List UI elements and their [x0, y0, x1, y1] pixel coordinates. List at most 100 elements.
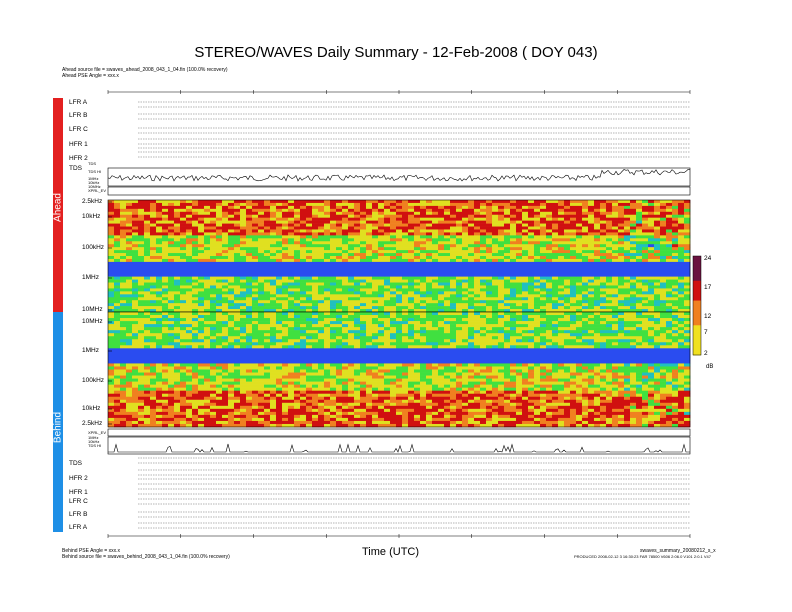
ahead-spectrogram-cell — [258, 267, 265, 272]
ahead-spectrogram-cell — [570, 229, 577, 233]
ahead-spectrogram-cell — [576, 214, 583, 218]
ahead-spectrogram-cell — [462, 264, 469, 269]
behind-spectrogram-cell — [174, 372, 181, 376]
ahead-spectrogram-cell — [486, 208, 493, 213]
ahead-spectrogram-cell — [264, 244, 271, 248]
ahead-spectrogram-cell — [114, 282, 121, 286]
ahead-spectrogram-cell — [204, 297, 211, 301]
ahead-spectrogram-cell — [660, 279, 667, 283]
ahead-spectrogram-cell — [414, 232, 421, 236]
ahead-spectrogram-cell — [558, 247, 565, 251]
ahead-spectrogram-cell — [348, 297, 355, 301]
ahead-spectrogram-cell — [420, 235, 427, 239]
ahead-spectrogram-cell — [396, 235, 403, 239]
ahead-spectrogram-cell — [600, 279, 607, 283]
behind-spectrogram-cell — [294, 369, 301, 373]
ahead-spectrogram-cell — [132, 205, 139, 210]
ahead-spectrogram-cell — [594, 256, 601, 260]
ahead-spectrogram-cell — [306, 238, 313, 242]
behind-spectrogram-cell — [174, 384, 181, 388]
ahead-spectrogram-cell — [210, 202, 217, 207]
ahead-spectrogram-cell — [336, 223, 343, 227]
ahead-spectrogram-cell — [642, 270, 649, 274]
ahead-spectrogram-cell — [522, 217, 529, 221]
behind-spectrogram-cell — [168, 339, 175, 343]
ahead-spectrogram-cell — [252, 261, 259, 266]
ahead-spectrogram-cell — [282, 273, 289, 277]
ahead-spectrogram-cell — [684, 306, 691, 310]
behind-spectrogram-cell — [108, 384, 115, 388]
ahead-spectrogram-cell — [678, 250, 685, 254]
ahead-spectrogram-cell — [582, 211, 589, 216]
ahead-spectrogram-cell — [318, 294, 325, 298]
ahead-spectrogram-cell — [462, 270, 469, 274]
ahead-spectrogram-cell — [186, 205, 193, 210]
ahead-spectrogram-cell — [342, 200, 349, 204]
ahead-spectrogram-cell — [642, 200, 649, 204]
ahead-spectrogram-cell — [162, 261, 169, 266]
tds-ahead-label: TDS — [88, 161, 96, 166]
ahead-spectrogram-cell — [222, 226, 229, 230]
behind-spectrogram-cell — [192, 411, 199, 416]
ahead-spectrogram-cell — [624, 300, 631, 304]
ahead-spectrogram-cell — [408, 200, 415, 204]
behind-spectrogram-cell — [120, 354, 127, 358]
ahead-spectrogram-cell — [234, 200, 241, 204]
ahead-spectrogram-cell — [234, 267, 241, 272]
ahead-spectrogram-cell — [168, 220, 175, 224]
ahead-spectrogram-cell — [408, 232, 415, 236]
ahead-spectrogram-cell — [342, 276, 349, 280]
ahead-spectrogram-cell — [288, 297, 295, 301]
ahead-spectrogram-cell — [408, 297, 415, 301]
ahead-spectrogram-cell — [450, 208, 457, 213]
ahead-spectrogram-cell — [642, 273, 649, 277]
behind-spectrogram-cell — [180, 345, 187, 349]
ahead-spectrogram-cell — [486, 261, 493, 266]
behind-spectrogram-cell — [108, 390, 115, 395]
ahead-spectrogram-cell — [432, 258, 439, 263]
behind-spectrogram-cell — [222, 366, 229, 370]
ahead-spectrogram-cell — [594, 261, 601, 266]
ahead-spectrogram-cell — [666, 291, 673, 295]
ahead-spectrogram-cell — [168, 276, 175, 280]
ahead-spectrogram-cell — [426, 258, 433, 263]
ahead-spectrogram-cell — [144, 232, 151, 236]
behind-spectrogram-cell — [234, 411, 241, 416]
ahead-spectrogram-cell — [246, 306, 253, 310]
ahead-spectrogram-cell — [162, 235, 169, 239]
ahead-spectrogram-cell — [516, 294, 523, 298]
ahead-spectrogram-cell — [486, 297, 493, 301]
ahead-spectrogram-cell — [474, 256, 481, 260]
behind-spectrogram-cell — [264, 354, 271, 358]
ahead-spectrogram-cell — [282, 256, 289, 260]
ahead-spectrogram-cell — [522, 300, 529, 304]
ahead-spectrogram-cell — [486, 241, 493, 245]
ahead-spectrogram-cell — [330, 223, 337, 227]
behind-spectrogram-cell — [204, 348, 211, 352]
ahead-spectrogram-cell — [642, 244, 649, 248]
ahead-spectrogram-cell — [408, 217, 415, 221]
behind-spectrogram-cell — [246, 381, 253, 385]
ahead-spectrogram-cell — [570, 235, 577, 239]
ahead-y-tick: 100kHz — [82, 244, 105, 251]
behind-spectrogram-cell — [174, 363, 181, 367]
ahead-spectrogram-cell — [564, 300, 571, 304]
ahead-spectrogram-cell — [390, 244, 397, 248]
ahead-spectrogram-cell — [564, 282, 571, 286]
ahead-spectrogram-cell — [168, 253, 175, 257]
ahead-spectrogram-cell — [204, 273, 211, 277]
ahead-spectrogram-cell — [180, 303, 187, 307]
ahead-spectrogram-cell — [462, 244, 469, 248]
ahead-spectrogram-cell — [546, 229, 553, 233]
ahead-spectrogram-cell — [672, 303, 679, 307]
behind-spectrogram-cell — [120, 402, 127, 407]
ahead-spectrogram-cell — [558, 256, 565, 260]
ahead-spectrogram-cell — [402, 214, 409, 218]
ahead-spectrogram-cell — [114, 291, 121, 295]
ahead-spectrogram-cell — [654, 297, 661, 301]
ahead-spectrogram-cell — [258, 306, 265, 310]
ahead-spectrogram-cell — [420, 205, 427, 210]
ahead-spectrogram-cell — [630, 235, 637, 239]
ahead-spectrogram-cell — [174, 273, 181, 277]
ahead-spectrogram-cell — [186, 241, 193, 245]
